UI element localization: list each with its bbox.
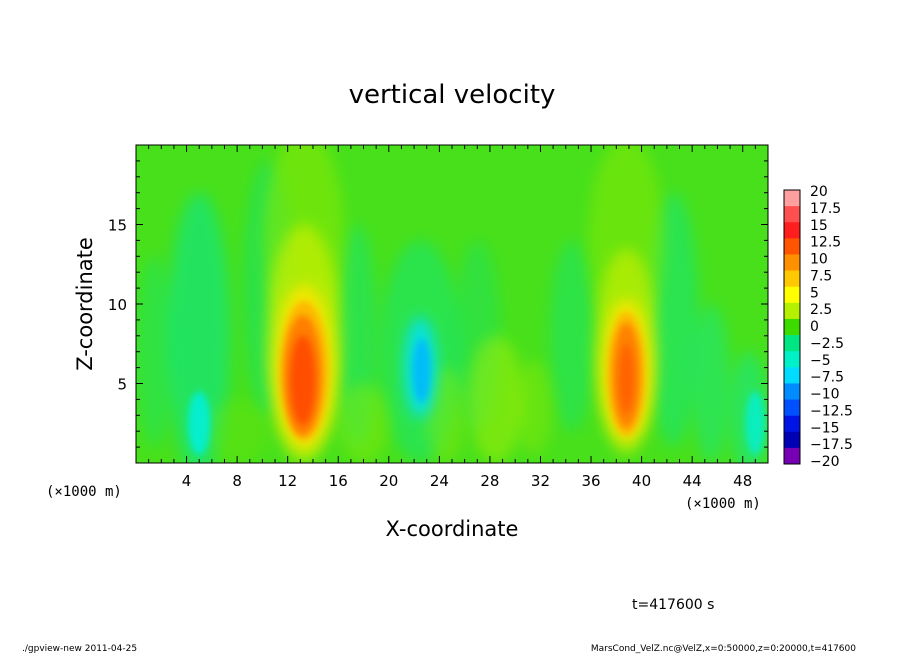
colorbar-label: −12.5 <box>810 403 853 419</box>
colorbar-swatch <box>784 318 800 336</box>
y-tick-label: 5 <box>117 376 127 394</box>
x-tick-label: 4 <box>182 472 192 490</box>
colorbar-swatch <box>784 270 800 288</box>
contour-blob <box>136 256 174 448</box>
x-tick-label: 36 <box>581 472 600 490</box>
colorbar-label: −15 <box>810 420 840 436</box>
colorbar: 2017.51512.5107.552.50−2.5−5−7.5−10−12.5… <box>783 184 853 470</box>
y-tick-label: 10 <box>108 296 127 314</box>
colorbar-label: 7.5 <box>810 268 832 284</box>
contour-blob <box>618 343 635 414</box>
colorbar-label: −20 <box>810 454 840 470</box>
colorbar-swatch <box>784 286 800 304</box>
velocity-field <box>136 145 768 463</box>
contour-blob <box>290 335 316 425</box>
colorbar-swatch <box>784 222 800 239</box>
x-axis-label: X-coordinate <box>386 517 519 541</box>
time-annotation: t=417600 s <box>632 597 714 613</box>
colorbar-label: −5 <box>810 353 831 369</box>
x-tick-label: 28 <box>480 472 499 490</box>
contour-blob <box>167 192 231 463</box>
colorbar-frame <box>783 189 801 465</box>
colorbar-label: 10 <box>810 252 828 268</box>
colorbar-swatch <box>784 447 800 465</box>
colorbar-label: 0 <box>810 319 819 335</box>
colorbar-label: 17.5 <box>810 201 841 217</box>
contour-blob <box>338 383 389 463</box>
x-axis-unit-right: (×1000 m) <box>685 496 761 512</box>
colorbar-swatch <box>784 302 800 320</box>
colorbar-label: 5 <box>810 285 819 301</box>
x-axis-unit-left: (×1000 m) <box>46 484 122 500</box>
colorbar-swatch <box>784 367 800 384</box>
y-axis: 5 10 15 <box>108 160 768 448</box>
colorbar-swatch <box>784 254 800 271</box>
chart-title: vertical velocity <box>349 80 556 110</box>
contour-blob <box>205 399 269 463</box>
colorbar-swatch <box>784 206 800 223</box>
colorbar-swatch <box>784 238 800 255</box>
plot-area <box>136 145 768 463</box>
colorbar-label: −2.5 <box>810 336 844 352</box>
x-tick-label: 8 <box>232 472 242 490</box>
x-tick-label: 40 <box>632 472 651 490</box>
colorbar-swatch <box>784 399 800 416</box>
footer-right: MarsCond_VelZ.nc@VelZ,x=0:50000,z=0:2000… <box>591 644 856 654</box>
contour-blob <box>515 359 554 456</box>
contour-blob <box>412 338 431 403</box>
contour-blob <box>692 304 731 463</box>
colorbar-label: 20 <box>810 184 828 200</box>
x-tick-label: 16 <box>329 472 348 490</box>
colorbar-label: −17.5 <box>810 437 853 453</box>
colorbar-swatch <box>784 335 800 352</box>
x-axis: 4 8 12 16 20 24 28 32 36 40 44 48 <box>148 145 756 490</box>
contour-blob <box>549 240 595 432</box>
colorbar-swatch <box>784 431 800 449</box>
x-tick-label: 48 <box>733 472 752 490</box>
contour-blob <box>745 391 766 456</box>
colorbar-label: 15 <box>810 218 828 234</box>
colorbar-label: 12.5 <box>810 235 841 251</box>
colorbar-swatch <box>784 190 800 207</box>
x-tick-label: 20 <box>379 472 398 490</box>
colorbar-swatch <box>784 351 800 368</box>
colorbar-label: 2.5 <box>810 302 832 318</box>
x-tick-label: 44 <box>683 472 702 490</box>
colorbar-label: −10 <box>810 387 840 403</box>
x-tick-label: 12 <box>278 472 297 490</box>
contour-blob <box>468 335 525 463</box>
footer-left: ./gpview-new 2011-04-25 <box>22 644 137 654</box>
colorbar-swatch <box>784 383 800 400</box>
x-tick-label: 24 <box>430 472 449 490</box>
y-axis-label: Z-coordinate <box>73 237 97 371</box>
contour-blob <box>187 391 211 456</box>
contour-blob <box>426 367 465 463</box>
colorbar-label: −7.5 <box>810 370 844 386</box>
colorbar-swatch <box>784 415 800 433</box>
y-tick-label: 15 <box>108 217 127 235</box>
x-tick-label: 32 <box>531 472 550 490</box>
